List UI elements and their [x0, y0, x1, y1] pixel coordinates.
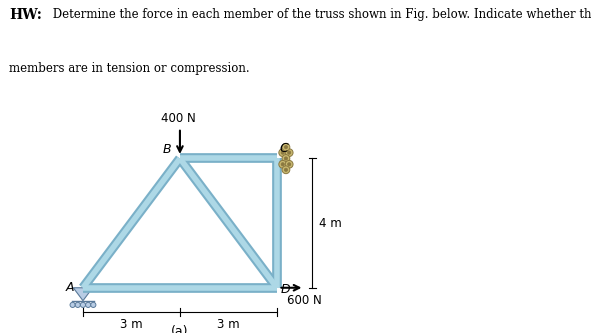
Text: 600 N: 600 N — [287, 294, 322, 307]
Circle shape — [80, 302, 86, 307]
Text: HW:: HW: — [9, 8, 42, 22]
Circle shape — [288, 151, 291, 154]
Circle shape — [281, 151, 284, 154]
Circle shape — [281, 163, 284, 166]
Circle shape — [282, 155, 290, 163]
Circle shape — [279, 161, 287, 168]
Circle shape — [279, 149, 287, 157]
Text: B: B — [163, 143, 171, 156]
Circle shape — [284, 146, 288, 149]
Text: 3 m: 3 m — [120, 318, 143, 331]
Circle shape — [70, 302, 75, 307]
Text: 400 N: 400 N — [161, 112, 196, 125]
Polygon shape — [73, 288, 93, 301]
Circle shape — [284, 157, 288, 160]
Circle shape — [91, 302, 96, 307]
Text: A: A — [66, 281, 74, 294]
Text: Determine the force in each member of the truss shown in Fig. below. Indicate wh: Determine the force in each member of th… — [49, 8, 591, 21]
Circle shape — [288, 163, 291, 166]
Circle shape — [282, 143, 290, 151]
Text: (a): (a) — [171, 325, 189, 333]
Circle shape — [282, 166, 290, 174]
Circle shape — [86, 302, 91, 307]
Circle shape — [284, 168, 288, 171]
Text: D: D — [281, 283, 290, 296]
Circle shape — [285, 161, 293, 168]
Circle shape — [75, 302, 80, 307]
Circle shape — [285, 149, 293, 157]
Text: 4 m: 4 m — [319, 216, 342, 230]
Text: members are in tension or compression.: members are in tension or compression. — [9, 62, 249, 75]
Text: C: C — [280, 142, 288, 155]
Text: 3 m: 3 m — [217, 318, 240, 331]
